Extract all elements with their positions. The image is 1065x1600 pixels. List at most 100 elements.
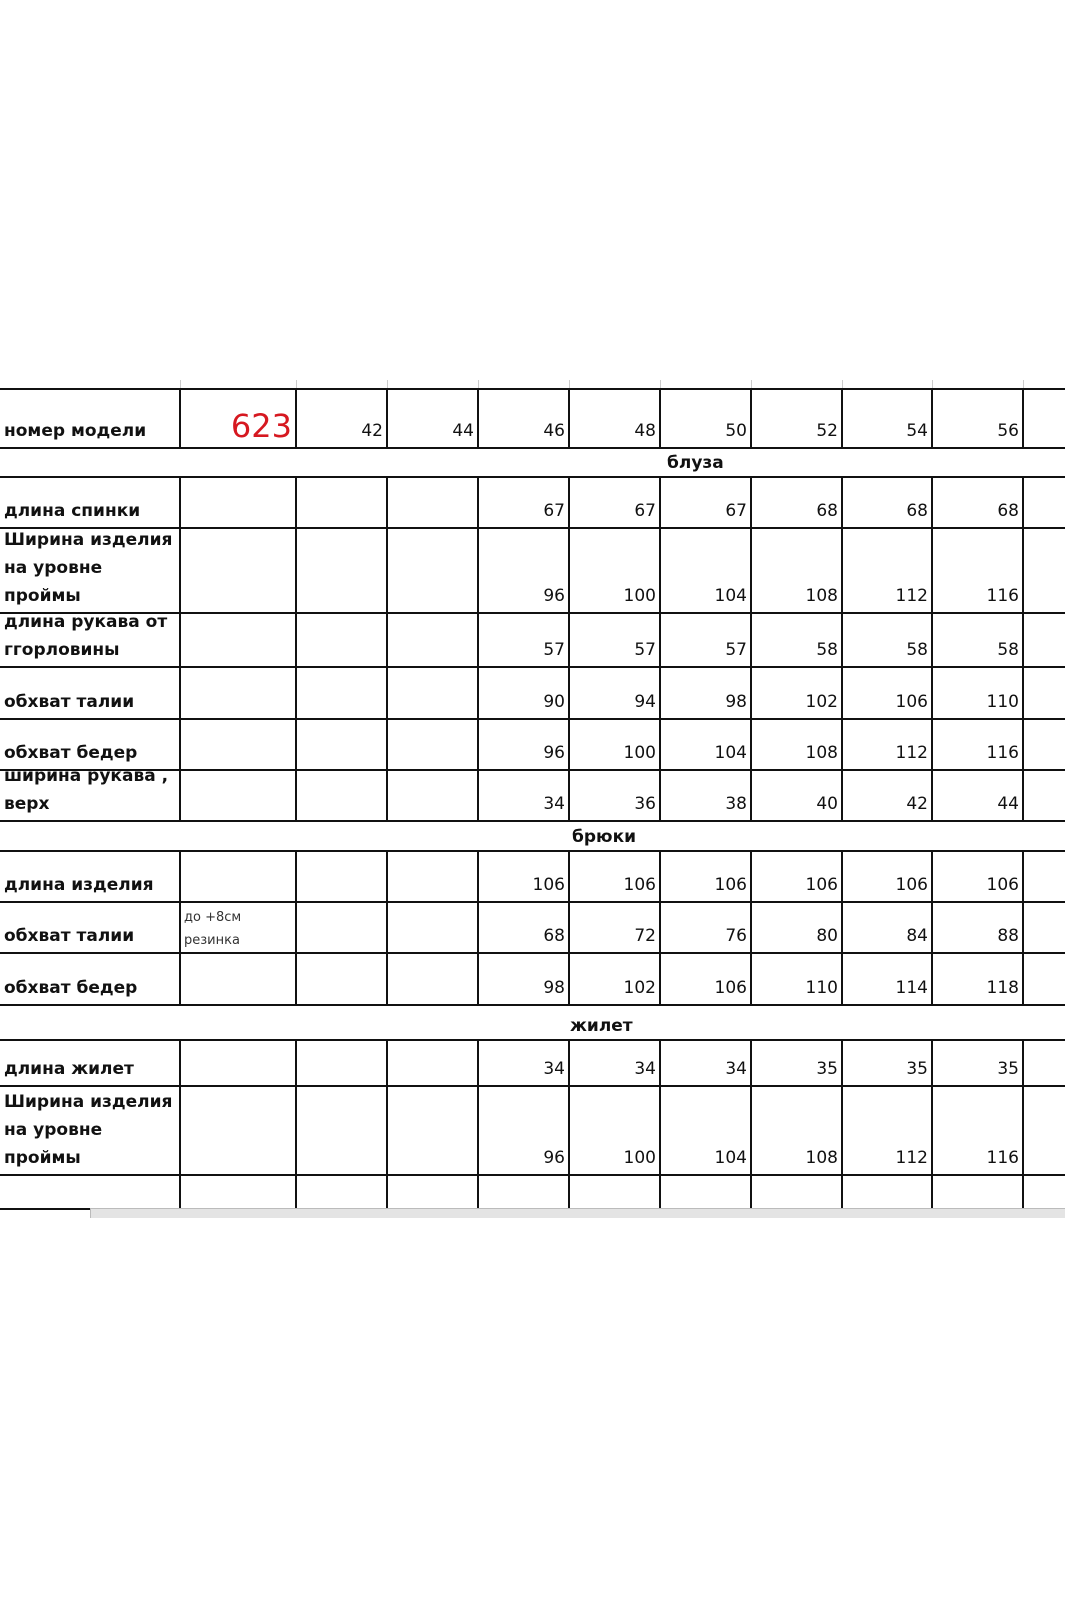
value-cell bbox=[296, 613, 387, 667]
column-gridline bbox=[659, 477, 661, 821]
row-label: Ширина изделия на уровне проймы bbox=[4, 1092, 173, 1168]
column-tick bbox=[478, 380, 479, 388]
value-cell bbox=[387, 770, 478, 821]
row-gridline bbox=[0, 718, 1065, 720]
value-cell: 112 bbox=[895, 743, 928, 763]
column-gridline bbox=[1022, 389, 1024, 448]
column-tick bbox=[296, 380, 297, 388]
value-cell: 76 bbox=[725, 926, 747, 946]
column-gridline bbox=[750, 477, 752, 821]
value-cell: 36 bbox=[634, 794, 656, 814]
value-cell bbox=[387, 1086, 478, 1175]
column-gridline bbox=[750, 851, 752, 1005]
row-gridline bbox=[0, 666, 1065, 668]
value-cell bbox=[387, 902, 478, 953]
row-label: обхват талии bbox=[4, 926, 135, 946]
column-gridline bbox=[1022, 851, 1024, 1005]
value-cell: 104 bbox=[714, 743, 747, 763]
value-cell: 57 bbox=[725, 640, 747, 660]
column-tick bbox=[842, 380, 843, 388]
value-cell: 38 bbox=[725, 794, 747, 814]
value-cell bbox=[842, 1175, 932, 1209]
column-gridline bbox=[931, 389, 933, 448]
size-header: 50 bbox=[725, 421, 747, 441]
value-cell bbox=[387, 477, 478, 528]
value-cell bbox=[296, 477, 387, 528]
column-gridline bbox=[659, 389, 661, 448]
value-cell bbox=[387, 667, 478, 719]
size-header: 42 bbox=[361, 421, 383, 441]
column-gridline bbox=[841, 1040, 843, 1209]
value-cell: 67 bbox=[543, 501, 565, 521]
row-gridline bbox=[0, 447, 1065, 449]
column-gridline bbox=[1022, 1040, 1024, 1209]
size-header: 52 bbox=[816, 421, 838, 441]
value-cell: 106 bbox=[805, 875, 838, 895]
column-tick bbox=[387, 380, 388, 388]
row-gridline bbox=[0, 1039, 1065, 1041]
value-cell: 72 bbox=[634, 926, 656, 946]
row-label: длина жилет bbox=[4, 1059, 134, 1079]
value-cell: 110 bbox=[986, 692, 1019, 712]
row-note: до +8см резинка bbox=[184, 910, 242, 948]
value-cell: 90 bbox=[543, 692, 565, 712]
column-tick bbox=[1023, 380, 1024, 388]
row-gridline bbox=[0, 612, 1065, 614]
value-cell: 67 bbox=[634, 501, 656, 521]
size-header: 44 bbox=[452, 421, 474, 441]
column-gridline bbox=[750, 1040, 752, 1209]
column-gridline bbox=[477, 389, 479, 448]
value-cell: 104 bbox=[714, 1148, 747, 1168]
row-gridline bbox=[0, 820, 1065, 822]
value-cell bbox=[296, 528, 387, 613]
value-cell bbox=[387, 1040, 478, 1086]
value-cell: 34 bbox=[543, 794, 565, 814]
value-cell bbox=[296, 902, 387, 953]
column-gridline bbox=[386, 851, 388, 1005]
column-gridline bbox=[386, 389, 388, 448]
size-header: 46 bbox=[543, 421, 565, 441]
column-gridline bbox=[841, 851, 843, 1005]
column-gridline bbox=[179, 851, 181, 1005]
value-cell bbox=[387, 719, 478, 770]
value-cell: 108 bbox=[805, 1148, 838, 1168]
value-cell: 104 bbox=[714, 586, 747, 606]
value-cell: 106 bbox=[714, 875, 747, 895]
row-label: ширина рукава , верх bbox=[4, 766, 169, 814]
column-gridline bbox=[179, 477, 181, 821]
row-label: длина рукава от ггорловины bbox=[4, 612, 168, 660]
column-gridline bbox=[568, 1040, 570, 1209]
column-gridline bbox=[295, 389, 297, 448]
value-cell: 34 bbox=[634, 1059, 656, 1079]
row-label: длина изделия bbox=[4, 875, 154, 895]
value-cell: 68 bbox=[997, 501, 1019, 521]
value-cell: 58 bbox=[997, 640, 1019, 660]
value-cell bbox=[569, 1175, 660, 1209]
value-cell: 58 bbox=[816, 640, 838, 660]
value-cell: 44 bbox=[997, 794, 1019, 814]
column-gridline bbox=[931, 1040, 933, 1209]
value-cell: 100 bbox=[623, 743, 656, 763]
row-gridline bbox=[0, 769, 1065, 771]
value-cell bbox=[660, 1175, 751, 1209]
value-cell: 88 bbox=[997, 926, 1019, 946]
horizontal-scrollbar[interactable] bbox=[90, 1208, 1065, 1218]
column-gridline bbox=[179, 389, 181, 448]
column-gridline bbox=[931, 851, 933, 1005]
value-cell bbox=[932, 1175, 1023, 1209]
value-cell bbox=[387, 851, 478, 902]
column-gridline bbox=[179, 1040, 181, 1209]
column-gridline bbox=[1022, 477, 1024, 821]
value-cell bbox=[478, 1175, 569, 1209]
header-label: номер модели bbox=[4, 421, 147, 441]
column-gridline bbox=[568, 389, 570, 448]
column-tick bbox=[751, 380, 752, 388]
value-cell: 80 bbox=[816, 926, 838, 946]
value-cell bbox=[296, 719, 387, 770]
column-gridline bbox=[477, 851, 479, 1005]
size-header: 56 bbox=[997, 421, 1019, 441]
value-cell: 94 bbox=[634, 692, 656, 712]
value-cell: 68 bbox=[543, 926, 565, 946]
value-cell bbox=[387, 613, 478, 667]
value-cell: 40 bbox=[816, 794, 838, 814]
